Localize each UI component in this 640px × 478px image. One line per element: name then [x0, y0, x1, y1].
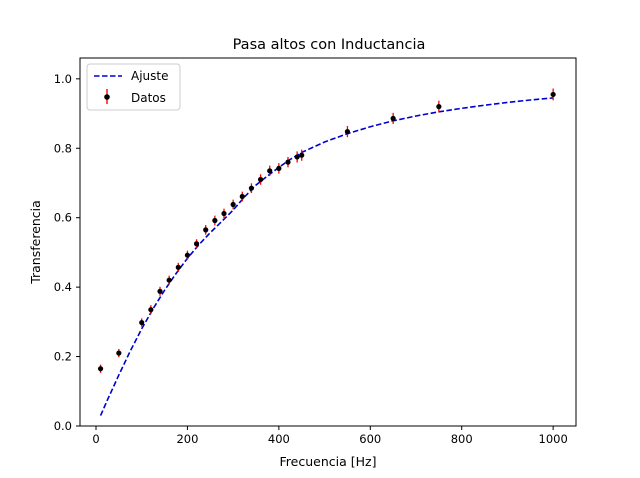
legend-data-label: Datos [131, 91, 166, 105]
data-point [344, 129, 351, 135]
data-point [221, 210, 227, 217]
y-tick-label: 0.6 [54, 211, 72, 225]
x-tick-label: 800 [451, 432, 473, 446]
data-point [139, 319, 145, 326]
y-tick-label: 0.4 [54, 280, 72, 294]
legend-point-icon [104, 94, 110, 100]
data-point [157, 288, 163, 294]
y-tick-label: 0.8 [54, 141, 72, 155]
legend-fit-label: Ajuste [131, 69, 169, 83]
x-tick-label: 200 [176, 432, 198, 446]
data-point [267, 168, 273, 174]
legend: Ajuste Datos [86, 63, 181, 111]
data-point [230, 201, 236, 208]
data-point [116, 350, 122, 356]
data-point [294, 154, 300, 160]
data-point [390, 115, 396, 122]
x-tick-label: 400 [268, 432, 290, 446]
data-point [257, 176, 264, 183]
chart-title: Pasa altos con Inductancia [233, 37, 426, 53]
x-tick-label: 1000 [539, 432, 568, 446]
data-point [436, 104, 442, 110]
data-point [248, 185, 255, 191]
y-axis-label: Transferencia [28, 200, 43, 285]
plot-frame [79, 57, 577, 427]
data-point [97, 366, 104, 372]
data-point [193, 241, 200, 247]
data-point [239, 193, 245, 200]
data-point [175, 264, 181, 270]
x-tick-label: 0 [92, 432, 99, 446]
data-point [203, 227, 209, 233]
data-point [212, 217, 218, 224]
data-point [184, 252, 191, 258]
y-tick-label: 1.0 [54, 72, 72, 86]
x-axis-label: Frecuencia [Hz] [280, 454, 377, 469]
data-point [166, 277, 172, 283]
x-tick-label: 600 [359, 432, 381, 446]
data-point [299, 152, 305, 158]
data-point [285, 159, 291, 165]
data-point [276, 165, 282, 171]
data-point [550, 91, 556, 98]
y-tick-label: 0.2 [54, 350, 72, 364]
plot-layer: 0 200 400 600 800 1000 0.0 0.2 0.4 0.6 0.8 1.0 [54, 72, 568, 446]
data-point [148, 307, 154, 313]
y-tick-label: 0.0 [54, 419, 72, 433]
